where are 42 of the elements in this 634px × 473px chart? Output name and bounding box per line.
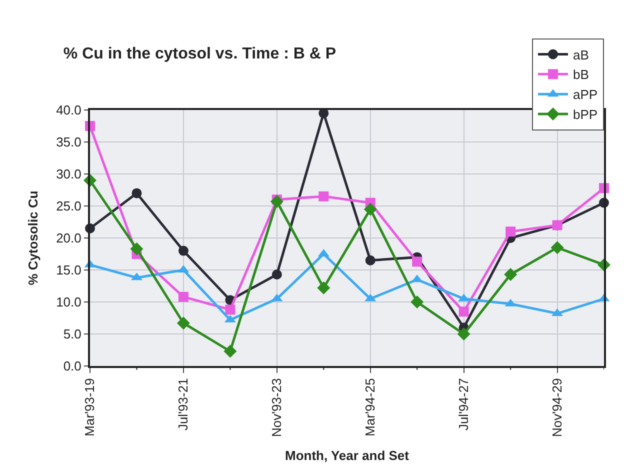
point bbox=[178, 292, 188, 302]
legend-label: bB bbox=[573, 67, 589, 82]
point bbox=[550, 241, 564, 254]
point bbox=[457, 328, 470, 340]
point bbox=[130, 242, 144, 256]
point bbox=[132, 188, 142, 198]
x-tick-label: Nov'93-23 bbox=[269, 378, 284, 438]
point bbox=[506, 226, 516, 237]
x-tick-label: Jul'93-21 bbox=[176, 378, 191, 431]
point bbox=[270, 195, 284, 208]
x-tick-label: Mar'93-19 bbox=[82, 378, 98, 436]
y-tick-label: 20.0 bbox=[56, 230, 82, 246]
x-tick-label: Nov'94-29 bbox=[549, 378, 564, 438]
y-tick-label: 25.0 bbox=[56, 198, 82, 214]
point bbox=[272, 269, 282, 280]
point bbox=[364, 202, 377, 216]
y-tick-label: 30.0 bbox=[56, 166, 82, 182]
legend-label: bPP bbox=[573, 107, 598, 122]
point bbox=[365, 255, 376, 266]
y-tick-label: 15.0 bbox=[56, 262, 82, 278]
y-tick-label: 40.0 bbox=[56, 102, 82, 118]
y-axis-title: % Cytosolic Cu bbox=[26, 190, 41, 286]
point bbox=[224, 344, 237, 358]
y-tick-label: 10.0 bbox=[56, 294, 82, 310]
y-tick-label: 0.0 bbox=[63, 358, 82, 374]
legend-label: aPP bbox=[573, 87, 598, 102]
point bbox=[458, 306, 469, 317]
point bbox=[318, 191, 329, 202]
chart-title: % Cu in the cytosol vs. Time : B & P bbox=[63, 46, 336, 62]
x-tick-label: Mar'94-25 bbox=[362, 378, 378, 436]
y-tick-label: 35.0 bbox=[56, 134, 82, 150]
point bbox=[412, 256, 422, 267]
y-tick-label: 5.0 bbox=[63, 326, 82, 342]
legend-label: aB bbox=[573, 47, 589, 62]
x-axis-title: Month, Year and Set bbox=[284, 448, 410, 464]
point bbox=[176, 316, 190, 330]
point bbox=[317, 281, 330, 294]
point bbox=[410, 296, 424, 308]
point bbox=[225, 304, 236, 315]
point bbox=[178, 246, 188, 256]
x-tick-label: Jul'94-27 bbox=[456, 378, 472, 431]
point bbox=[504, 268, 518, 281]
